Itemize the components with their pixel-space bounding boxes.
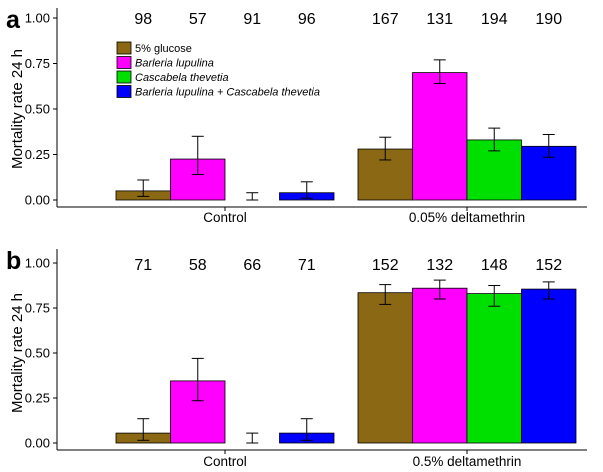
sample-size-label: 194 [481,11,508,28]
sample-size-label: 152 [535,257,562,274]
panel-letter: a [6,6,21,34]
bar [412,72,468,201]
sample-size-label: 98 [134,11,152,28]
y-axis-label: Mortality rate 24 h [9,293,26,413]
y-tick-label: 0.75 [25,301,50,316]
legend-label: Barleria lupulina + Cascabela thevetia [135,87,320,99]
bar [466,293,522,444]
y-tick-label: 0.25 [25,147,50,162]
sample-size-label: 152 [372,257,399,274]
sample-size-label: 91 [243,11,261,28]
y-tick-label: 0.50 [25,102,50,117]
y-tick-label: 1.00 [25,11,50,26]
x-tick-label: 0.5% deltamethrin [413,454,522,469]
panel-letter: b [6,247,21,275]
sample-size-label: 71 [134,257,152,274]
sample-size-label: 71 [298,257,316,274]
y-tick-label: 0.00 [25,193,50,208]
bar [357,292,413,444]
y-tick-label: 0.25 [25,391,50,406]
x-tick-label: 0.05% deltamethrin [409,210,525,225]
x-tick-label: Control [203,454,247,469]
panel-b: 0.00 0.25 0.50 0.75 1.00 Mortality rate 24 h b… [6,247,587,469]
y-tick-label: 0.00 [25,436,50,451]
y-tick-label: 1.00 [25,256,50,271]
panel-a: 0.00 0.25 0.50 0.75 1.00 Mortality rate 24 h a… [6,6,587,225]
y-tick-label: 0.75 [25,56,50,71]
sample-size-label: 190 [535,11,562,28]
bar [521,288,577,444]
x-tick-label: Control [203,210,247,225]
sample-size-label: 148 [481,257,508,274]
legend-swatch [116,85,132,98]
bar [412,287,468,444]
legend-swatch [116,41,132,55]
sample-size-label: 66 [243,257,261,274]
legend-label: 5% glucose [135,43,192,55]
legend-swatch [116,56,132,69]
legend-label: Cascabela thevetia [135,72,229,84]
y-axis-label: Mortality rate 24 h [9,49,26,169]
sample-size-label: 167 [372,11,399,28]
sample-size-label: 132 [426,257,453,274]
y-tick-label: 0.50 [25,346,50,361]
sample-size-label: 131 [426,11,453,28]
sample-size-label: 58 [189,257,207,274]
legend-swatch [116,70,132,84]
sample-size-label: 57 [189,11,207,28]
legend-label: Barleria lupulina [135,58,214,70]
sample-size-label: 96 [298,11,316,28]
